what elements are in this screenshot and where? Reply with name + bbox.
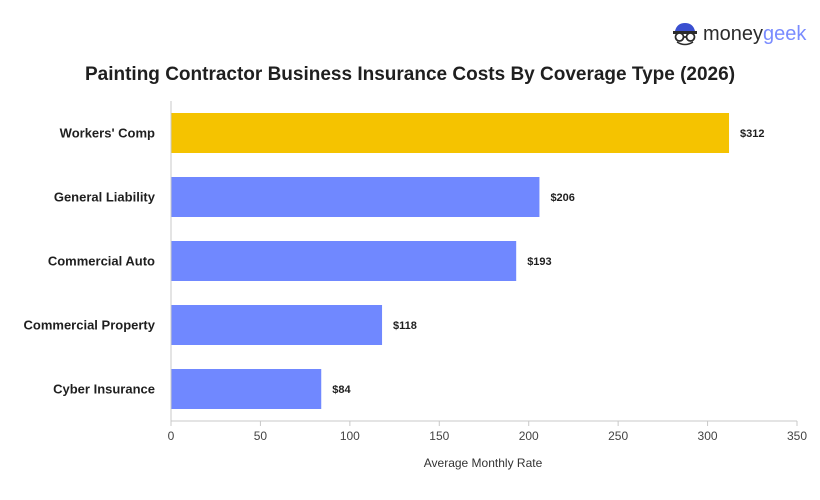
bar-cyber-insurance — [171, 369, 322, 409]
x-tick-label-50: 50 — [254, 429, 268, 443]
x-axis-title: Average Monthly Rate — [424, 456, 543, 470]
x-tick-label-350: 350 — [787, 429, 807, 443]
category-label-commercial-auto: Commercial Auto — [48, 254, 155, 269]
value-label-workers-comp: $312 — [740, 128, 764, 140]
value-label-general-liability: $206 — [550, 192, 574, 204]
bars-group — [171, 113, 730, 409]
logo-text-accent: geek — [763, 23, 807, 45]
bar-workers-comp — [171, 113, 730, 153]
geek-glasses-icon — [673, 23, 697, 46]
logo: moneygeek — [673, 23, 807, 46]
bar-commercial-property — [171, 305, 383, 345]
logo-text: moneygeek — [703, 23, 807, 45]
x-tick-label-250: 250 — [608, 429, 628, 443]
x-tick-label-300: 300 — [698, 429, 718, 443]
bar-general-liability — [171, 177, 540, 217]
category-label-cyber-insurance: Cyber Insurance — [53, 382, 155, 397]
chart-title: Painting Contractor Business Insurance C… — [85, 64, 735, 85]
axes-group: Workers' Comp $312 General Liability $206 Co… — [24, 101, 807, 443]
x-tick-label-150: 150 — [429, 429, 449, 443]
x-tick-label-0: 0 — [168, 429, 175, 443]
x-tick-label-100: 100 — [340, 429, 360, 443]
category-label-commercial-property: Commercial Property — [24, 318, 156, 333]
value-label-cyber-insurance: $84 — [332, 384, 351, 396]
bar-commercial-auto — [171, 241, 517, 281]
value-label-commercial-property: $118 — [393, 320, 417, 332]
category-label-workers-comp: Workers' Comp — [60, 126, 155, 141]
value-label-commercial-auto: $193 — [527, 256, 551, 268]
logo-text-main: money — [703, 23, 763, 45]
x-tick-label-200: 200 — [519, 429, 539, 443]
category-label-general-liability: General Liability — [54, 190, 156, 205]
